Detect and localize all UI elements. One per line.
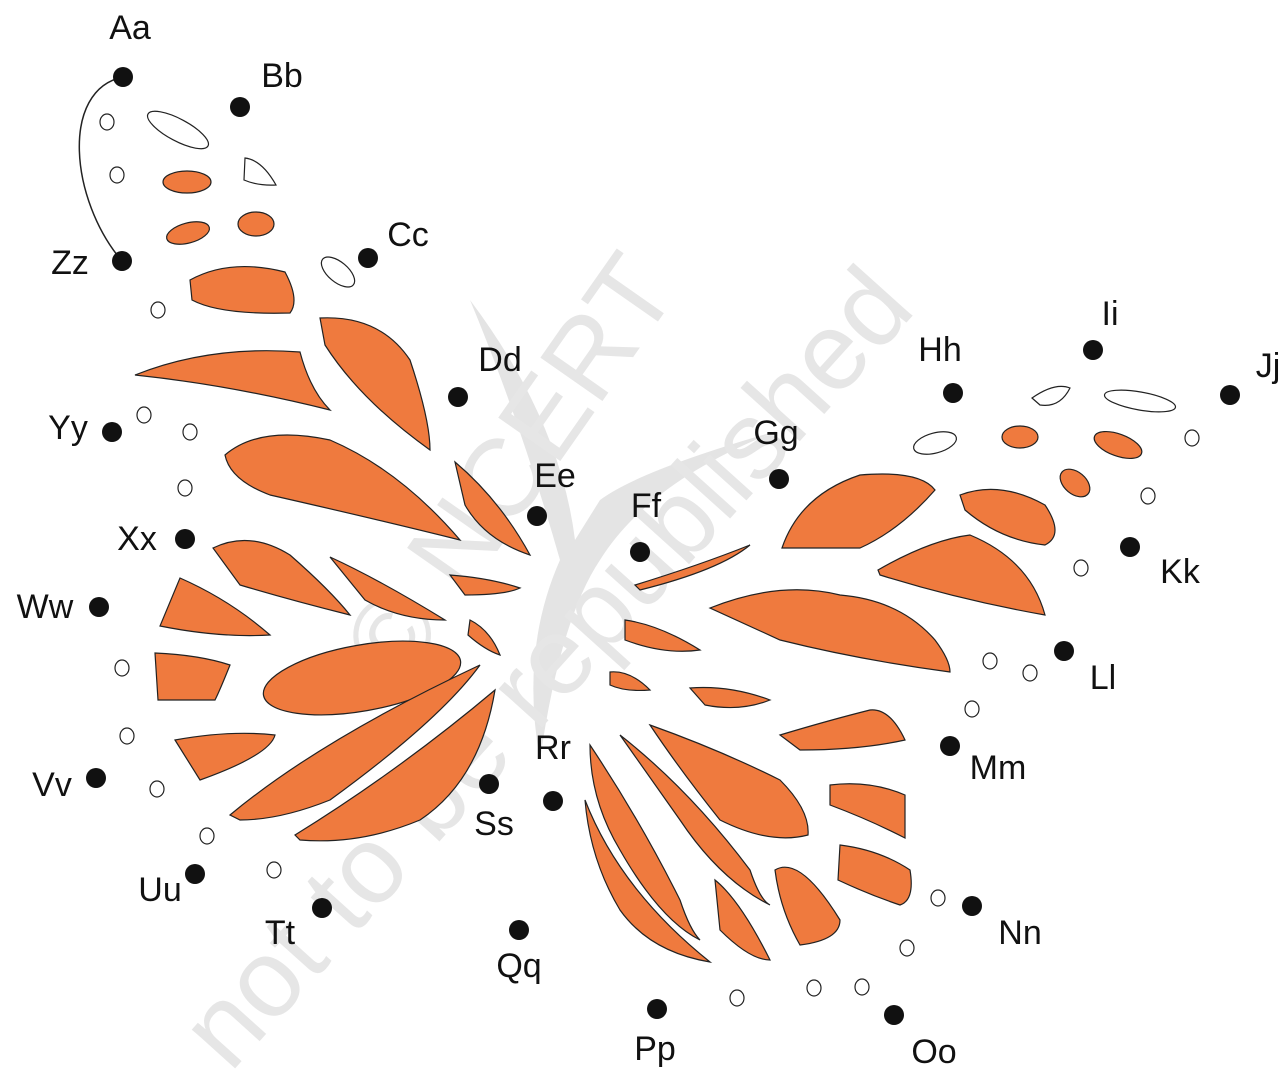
small-circle <box>110 167 124 183</box>
dot <box>358 248 378 268</box>
dot <box>769 469 789 489</box>
small-circle <box>855 979 869 995</box>
dot-label: Yy <box>48 409 88 447</box>
dot-label: Rr <box>535 729 571 767</box>
dot-label: Ff <box>631 487 662 525</box>
dot-label: Hh <box>918 331 961 369</box>
dot-label: Nn <box>998 914 1041 952</box>
dot-label: Mm <box>970 749 1027 787</box>
dot-label: Ll <box>1090 659 1116 697</box>
small-circle <box>807 980 821 996</box>
dot <box>89 597 109 617</box>
dot-label: Gg <box>753 414 798 452</box>
small-circle <box>1074 560 1088 576</box>
dot-label: Oo <box>911 1033 956 1071</box>
dot <box>102 422 122 442</box>
dot <box>630 542 650 562</box>
dot <box>940 736 960 756</box>
small-circle <box>183 424 197 440</box>
small-circle <box>1023 665 1037 681</box>
dot-label: Zz <box>51 244 89 282</box>
dot <box>1054 641 1074 661</box>
small-circle <box>730 990 744 1006</box>
small-circle <box>150 781 164 797</box>
dot <box>509 920 529 940</box>
dot <box>230 97 250 117</box>
dot-label: Uu <box>138 871 181 909</box>
small-circle <box>120 728 134 744</box>
small-circle <box>983 653 997 669</box>
small-circle <box>1185 430 1199 446</box>
small-circle <box>267 862 281 878</box>
small-circle <box>200 828 214 844</box>
dot <box>312 898 332 918</box>
dot-label: Qq <box>496 947 541 985</box>
dot <box>175 529 195 549</box>
small-circle <box>100 114 114 130</box>
dot-label: Ww <box>17 588 74 626</box>
dot-label: Ee <box>534 457 576 495</box>
dot <box>448 387 468 407</box>
dot-label: Bb <box>261 57 303 95</box>
dot-label: Pp <box>634 1030 676 1068</box>
small-circle <box>178 480 192 496</box>
dot-label: Ss <box>474 805 514 843</box>
dot-label: Dd <box>478 341 521 379</box>
small-circle <box>115 660 129 676</box>
dot <box>1083 340 1103 360</box>
small-circle <box>900 940 914 956</box>
dot-label: Ii <box>1102 295 1119 333</box>
dot <box>185 864 205 884</box>
dot <box>962 896 982 916</box>
dot <box>1220 385 1240 405</box>
dot-label: Xx <box>117 520 157 558</box>
dot <box>527 506 547 526</box>
dot-label: Aa <box>109 9 151 47</box>
small-circle <box>965 701 979 717</box>
dot-label: Cc <box>387 216 429 254</box>
dot <box>543 791 563 811</box>
butterfly-diagram: © NCERT not to be republished <box>0 0 1282 1074</box>
dot <box>647 999 667 1019</box>
dot-label: Kk <box>1160 553 1201 591</box>
dot <box>86 768 106 788</box>
dot <box>943 383 963 403</box>
small-circle <box>1141 488 1155 504</box>
dot-label: Jj <box>1256 347 1281 385</box>
dot <box>884 1005 904 1025</box>
small-circle <box>137 407 151 423</box>
dot-label: Vv <box>32 766 72 804</box>
dot <box>112 251 132 271</box>
small-circle <box>151 302 165 318</box>
dot <box>479 774 499 794</box>
dot <box>113 67 133 87</box>
dot-label: Tt <box>265 914 296 952</box>
dot <box>1120 537 1140 557</box>
small-circle <box>931 890 945 906</box>
